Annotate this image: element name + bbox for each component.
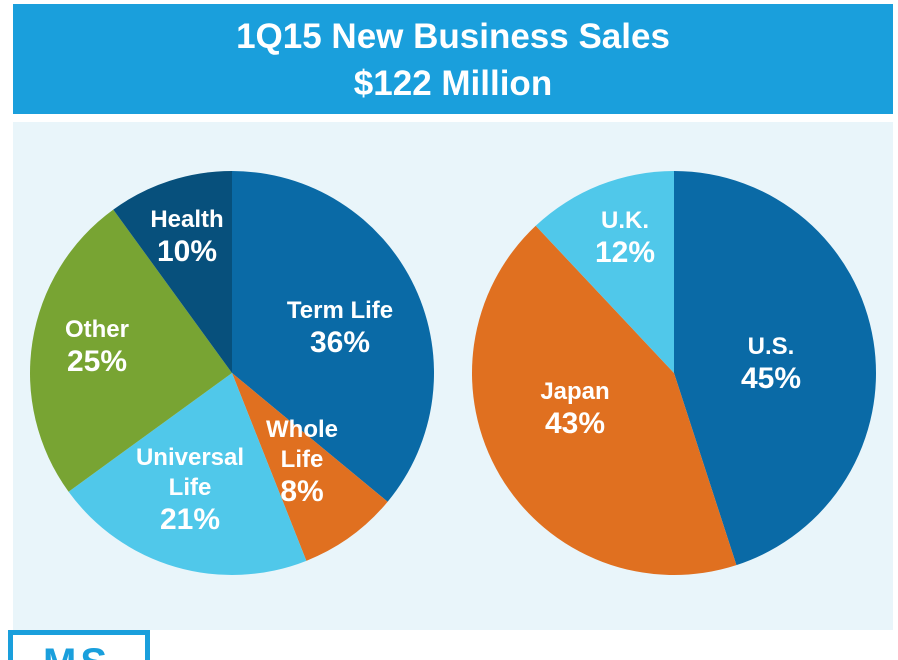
chart-subtitle: $122 Million <box>353 64 553 103</box>
pie-slice-u-k <box>535 171 674 373</box>
slice-name-text: Japan <box>540 378 609 405</box>
slice-name-text: Other <box>65 316 129 343</box>
company-logo: MS <box>8 630 150 660</box>
slice-value-text: 25% <box>67 345 127 378</box>
slice-label-u-s: U.S.45% <box>741 333 801 395</box>
pie-slice-universal-life <box>68 373 307 576</box>
slice-value-text: 12% <box>595 236 655 269</box>
pie-slice-other <box>29 209 232 492</box>
slice-value-text: 10% <box>157 235 217 268</box>
pie-slice-term-life <box>232 171 434 502</box>
slice-name-text: Health <box>150 206 223 233</box>
pie-slice-japan <box>472 225 737 575</box>
slice-value-text: 45% <box>741 362 801 395</box>
slice-value-text: 43% <box>545 407 605 440</box>
slice-name-text: Term Life <box>287 297 393 324</box>
slice-name-text: Life <box>169 474 212 501</box>
slice-value-text: 21% <box>160 503 220 536</box>
slice-label-u-k: U.K.12% <box>595 207 655 269</box>
pie-slice-health <box>113 171 232 373</box>
header-banner: 1Q15 New Business Sales $122 Million <box>13 4 893 114</box>
pie-slice-whole-life <box>232 373 388 561</box>
slice-name-text: Life <box>281 446 324 473</box>
logo-text: MS <box>43 641 111 660</box>
chart-title: 1Q15 New Business Sales <box>236 17 670 56</box>
slice-name-text: Universal <box>136 444 244 471</box>
slice-value-text: 36% <box>310 326 370 359</box>
slice-name-text: Whole <box>266 416 338 443</box>
slice-value-text: 8% <box>280 475 323 508</box>
pie-slice-u-s <box>674 171 876 566</box>
slice-name-text: U.S. <box>748 333 795 360</box>
slice-name-text: U.K. <box>601 207 649 234</box>
